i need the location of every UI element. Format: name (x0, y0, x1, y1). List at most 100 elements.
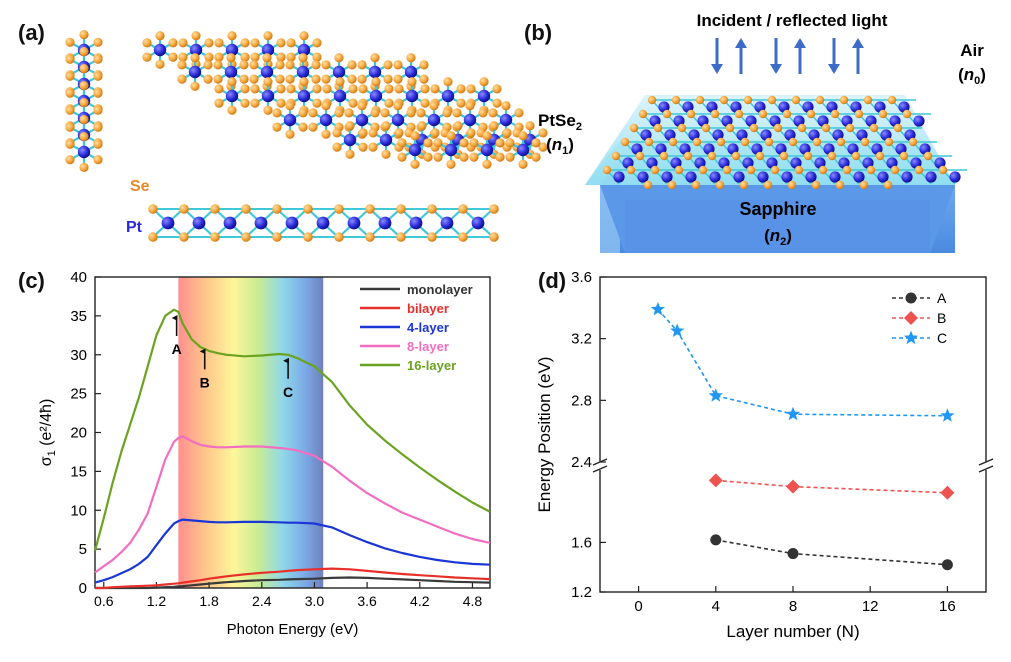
pt-atom (316, 216, 330, 230)
pt-atom (189, 43, 203, 57)
y-tick-label: 20 (70, 425, 87, 442)
pt-atom (405, 89, 419, 103)
se-atom (93, 37, 103, 47)
se-atom (397, 152, 407, 162)
pt-atom (319, 113, 333, 127)
se-atom (538, 128, 548, 138)
se-atom (344, 108, 354, 118)
se-atom (674, 165, 684, 175)
pt-atom (685, 171, 697, 183)
pt-atom (853, 171, 865, 183)
y-tick-label: 2.8 (571, 392, 592, 409)
legend-marker-B (904, 311, 918, 325)
x-tick-label: 3.6 (357, 593, 377, 609)
data-point-C (940, 408, 955, 422)
se-atom (812, 137, 822, 147)
se-atom (299, 77, 309, 87)
se-atom (263, 77, 273, 87)
pt-atom (856, 129, 868, 141)
se-atom (884, 137, 894, 147)
x-axis-label: Photon Energy (eV) (227, 621, 359, 638)
se-atom (393, 101, 403, 111)
pt-atom (802, 101, 814, 113)
se-atom (482, 159, 492, 169)
pt-atom (757, 171, 769, 183)
se-atom (276, 98, 286, 108)
se-atom (65, 122, 75, 132)
conductivity-chart: 0 5 10 15 20 25 30 35 40 0.6 1.2 1.8 2.4 3.0 3.6 4.2 4.8… (38, 269, 491, 638)
se-atom (746, 165, 756, 175)
se-atom (65, 155, 75, 165)
se-atom (214, 52, 224, 62)
se-atom (866, 165, 876, 175)
se-atom (635, 151, 645, 161)
se-atom (479, 77, 489, 87)
se-atom (286, 52, 296, 62)
y-tick-label: 30 (70, 347, 87, 364)
y-tick-label: 35 (70, 308, 87, 325)
se-atom (347, 60, 357, 70)
se-atom (815, 95, 825, 105)
se-atom (214, 38, 224, 48)
se-atom (429, 101, 439, 111)
se-atom (384, 84, 394, 94)
se-atom (890, 165, 900, 175)
se-atom (227, 105, 237, 115)
se-atom (239, 74, 249, 84)
se-atom (779, 151, 789, 161)
se-atom (365, 232, 375, 242)
se-atom (452, 108, 462, 118)
se-atom (643, 180, 653, 190)
se-atom (368, 142, 378, 152)
se-atom (691, 180, 701, 190)
se-atom (275, 60, 285, 70)
se-atom (518, 159, 528, 169)
y-tick-label: 15 (70, 463, 87, 480)
se-atom (179, 232, 189, 242)
se-atom (899, 151, 909, 161)
se-atom (298, 108, 308, 118)
se-atom (459, 138, 469, 148)
se-atom (358, 128, 368, 138)
pt-atom (817, 115, 829, 127)
pt-atom (865, 115, 877, 127)
se-atom (204, 38, 214, 48)
film-label: PtSe2 (538, 111, 582, 133)
se-atom (878, 109, 888, 119)
se-atom (505, 138, 515, 148)
pt-atom (463, 113, 477, 127)
pt-atom (379, 133, 393, 147)
air-index: (n0) (958, 65, 986, 87)
pt-atom (679, 143, 691, 155)
pt-atom (297, 43, 311, 57)
se-atom (803, 151, 813, 161)
light-title: Incident / reflected light (697, 11, 888, 30)
reflected-arrowhead (735, 38, 747, 48)
legend-label-bilayer: bilayer (407, 301, 449, 316)
pt-atom (745, 115, 757, 127)
pt-atom (814, 157, 826, 169)
series-line-4-layer (94, 518, 491, 584)
se-atom (308, 108, 318, 118)
se-atom (397, 138, 407, 148)
pt-atom (673, 115, 685, 127)
se-atom (788, 137, 798, 147)
se-atom (298, 53, 308, 63)
x-tick-label: 4.2 (410, 593, 430, 609)
se-atom (65, 139, 75, 149)
se-atom (740, 137, 750, 147)
se-atom (653, 123, 663, 133)
se-atom (394, 84, 404, 94)
series-line-8-layer (94, 435, 491, 574)
se-atom (501, 101, 511, 111)
se-atom (155, 31, 165, 41)
se-atom (370, 108, 380, 118)
se-atom (806, 109, 816, 119)
se-atom (914, 165, 924, 175)
se-atom (863, 95, 873, 105)
pt-atom (706, 101, 718, 113)
se-atom (383, 60, 393, 70)
se-atom (177, 74, 187, 84)
se-atom (842, 165, 852, 175)
se-atom (430, 128, 440, 138)
